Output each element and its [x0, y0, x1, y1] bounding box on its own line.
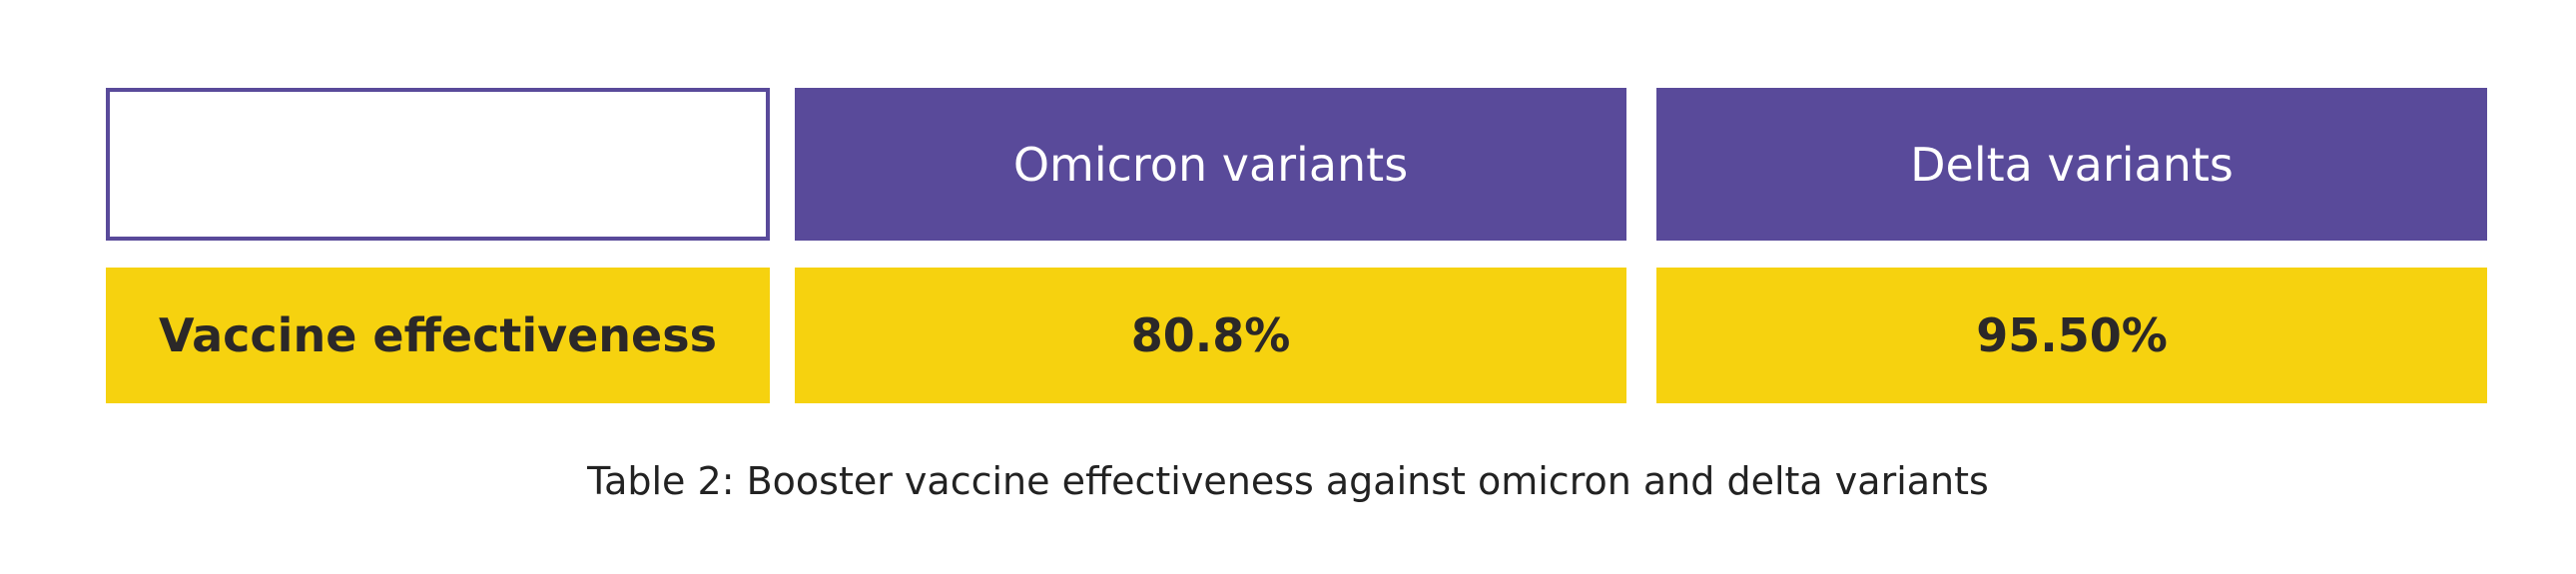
table-cell: 95.50%: [1656, 268, 2487, 403]
table-caption: Table 2: Booster vaccine effectiveness a…: [587, 459, 1989, 503]
row-header: Vaccine effectiveness: [106, 268, 770, 403]
column-header: Omicron variants: [795, 88, 1626, 241]
empty-header-cell: [106, 88, 770, 241]
column-header: Delta variants: [1656, 88, 2487, 241]
table-cell: 80.8%: [795, 268, 1626, 403]
